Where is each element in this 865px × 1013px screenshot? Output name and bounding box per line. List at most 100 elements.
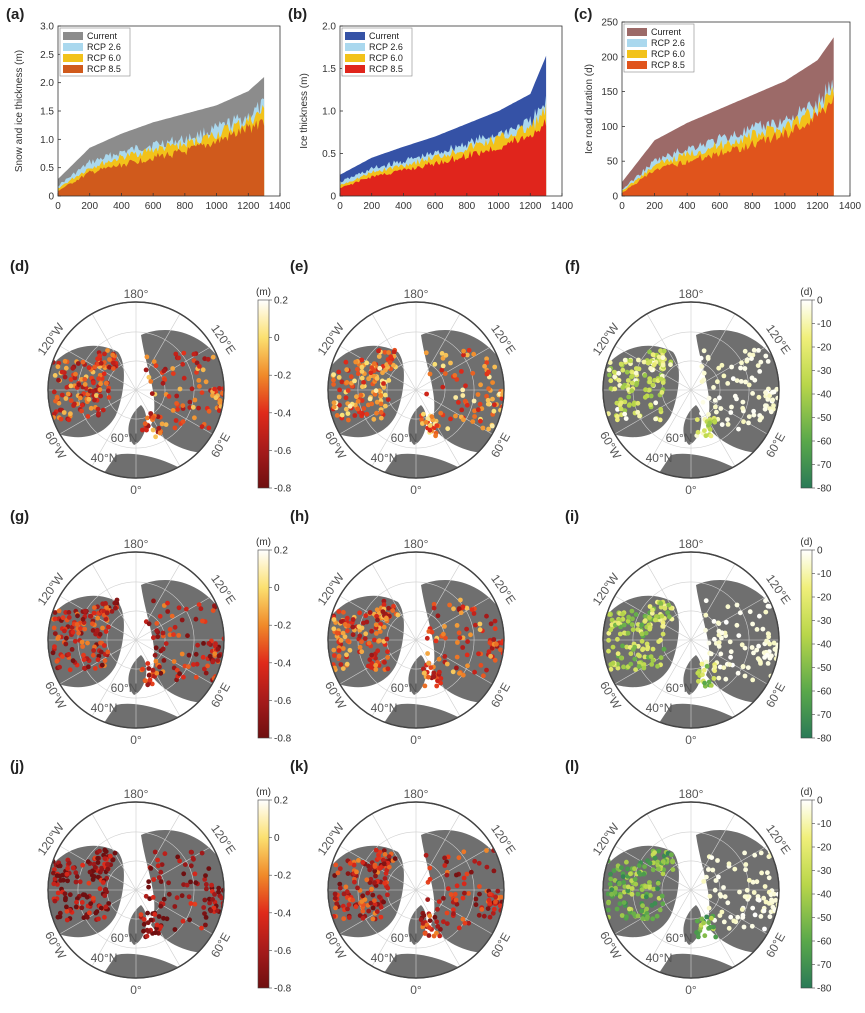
station-point	[701, 348, 707, 354]
station-point	[438, 410, 444, 416]
station-point	[465, 663, 470, 669]
station-point	[471, 611, 477, 616]
station-point	[660, 355, 666, 361]
station-point	[369, 365, 375, 371]
colorbar-panel: (m) 0.2 0 -0.2 -0.4 -0.6 -0.8	[252, 778, 302, 1013]
y-tick-label: 0	[330, 192, 336, 203]
station-point	[86, 396, 92, 402]
station-point	[726, 861, 732, 867]
station-point	[363, 613, 369, 619]
station-point	[614, 414, 620, 419]
station-point	[699, 411, 704, 416]
station-point	[460, 895, 466, 901]
station-point	[659, 390, 665, 395]
station-point	[442, 863, 448, 868]
station-point	[85, 640, 90, 646]
station-point	[366, 640, 372, 646]
station-point	[629, 886, 635, 891]
y-tick-label: 1.0	[322, 107, 336, 118]
map-panel-h: (h) 180° 0° 120°W 120°E 60°W 60°E 60°N 40°N	[282, 508, 522, 753]
station-point	[181, 350, 187, 356]
station-point	[70, 629, 76, 635]
station-point	[651, 362, 657, 367]
station-point	[175, 854, 181, 860]
station-point	[345, 871, 351, 876]
station-point	[93, 631, 98, 637]
map-label-bottom: 0°	[410, 733, 422, 747]
station-point	[647, 349, 652, 355]
station-point	[203, 922, 208, 928]
station-point	[52, 631, 58, 636]
station-point	[51, 625, 57, 631]
station-point	[369, 401, 375, 407]
station-point	[620, 385, 626, 390]
colorbar-tick-label: -10	[817, 569, 832, 580]
station-point	[114, 597, 120, 603]
station-point	[608, 378, 614, 384]
station-point	[105, 388, 111, 394]
station-point	[68, 377, 74, 382]
station-point	[344, 380, 350, 385]
station-point	[635, 400, 641, 406]
station-point	[695, 429, 701, 435]
station-point	[151, 359, 157, 365]
station-point	[421, 913, 427, 918]
station-point	[367, 610, 373, 615]
colorbar-tick-label: -0.6	[274, 446, 292, 457]
station-point	[427, 865, 433, 871]
station-point	[767, 914, 773, 920]
station-point	[200, 618, 205, 624]
legend-label: RCP 2.6	[369, 42, 403, 52]
station-point	[201, 641, 206, 646]
station-point	[610, 644, 616, 650]
station-point	[454, 883, 460, 889]
station-point	[340, 666, 346, 671]
colorbar: (m)0.2 0 -0.2 -0.4 -0.6 -0.8	[256, 287, 292, 495]
station-point	[669, 852, 674, 858]
map-label-lat60: 60°N	[391, 431, 418, 445]
station-point	[378, 410, 384, 415]
station-point	[648, 893, 653, 898]
station-point	[172, 425, 178, 431]
station-point	[52, 644, 57, 650]
station-point	[621, 880, 627, 885]
station-point	[487, 891, 493, 897]
station-point	[626, 614, 631, 620]
station-point	[391, 603, 396, 609]
station-point	[100, 880, 106, 885]
station-point	[752, 852, 758, 858]
station-point	[628, 661, 634, 667]
station-point	[103, 629, 109, 634]
colorbar-tick-label: -70	[817, 710, 832, 721]
station-point	[484, 667, 489, 673]
station-point	[699, 916, 705, 922]
station-point	[486, 426, 491, 432]
station-point	[184, 882, 190, 888]
station-point	[617, 901, 623, 907]
station-point	[609, 617, 615, 623]
y-tick-label: 2.5	[40, 50, 54, 61]
station-point	[382, 349, 388, 355]
station-point	[725, 422, 731, 427]
station-point	[373, 873, 378, 879]
colorbar-panel: (m) 0.2 0 -0.2 -0.4 -0.6 -0.8	[252, 278, 302, 513]
station-point	[176, 605, 182, 611]
station-point	[67, 892, 73, 898]
station-point	[762, 406, 768, 412]
colorbar-tick-label: -30	[817, 366, 832, 377]
meridian	[371, 389, 417, 467]
station-point	[652, 617, 658, 623]
station-point	[607, 360, 613, 365]
station-point	[432, 914, 438, 920]
station-point	[694, 417, 700, 422]
station-point	[203, 882, 209, 887]
station-point	[476, 860, 482, 866]
station-point	[751, 650, 756, 656]
station-point	[661, 646, 667, 652]
station-point	[344, 652, 349, 658]
station-point	[464, 871, 470, 877]
station-point	[439, 367, 445, 373]
colorbar-tick-label: -50	[817, 413, 832, 424]
station-point	[423, 419, 429, 425]
station-point	[712, 664, 718, 670]
